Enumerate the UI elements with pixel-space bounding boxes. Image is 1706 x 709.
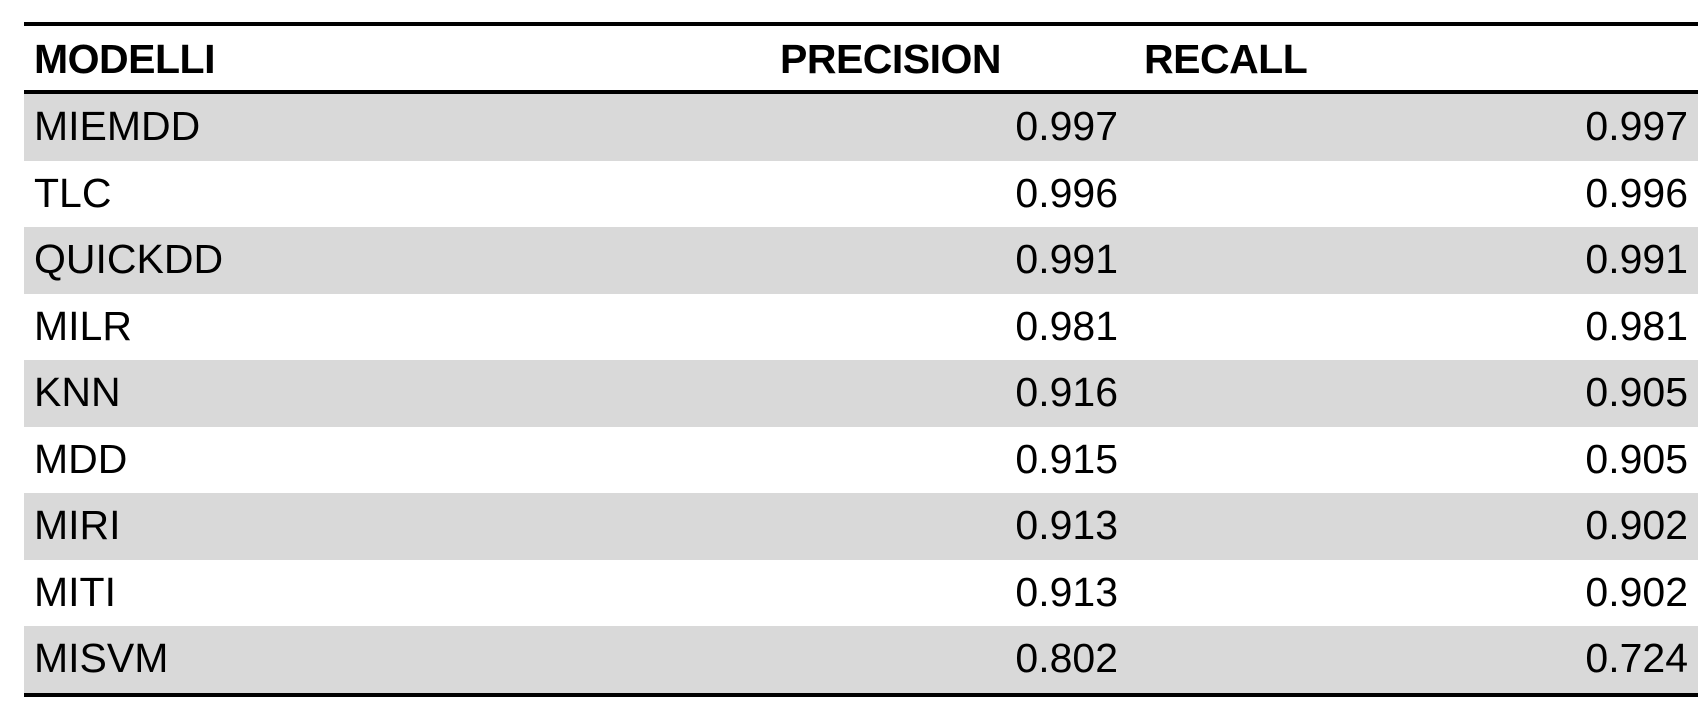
table-row: MIRI 0.913 0.902 [24, 493, 1698, 560]
cell-model: QUICKDD [34, 236, 224, 282]
cell-model: MDD [34, 435, 128, 482]
cell-precision: 0.802 [1015, 635, 1118, 681]
cell-precision: 0.916 [1015, 369, 1118, 415]
table-row: KNN 0.916 0.905 [24, 360, 1698, 427]
cell-model: MIRI [34, 502, 121, 548]
table-row: MILR 0.981 0.981 [24, 294, 1698, 361]
cell-model: TLC [34, 169, 112, 216]
cell-recall: 0.996 [1585, 169, 1688, 216]
table-row: TLC 0.996 0.996 [24, 161, 1698, 228]
table-header: MODELLI PRECISION RECALL [24, 26, 1698, 90]
results-table: MODELLI PRECISION RECALL MIEMDD 0.997 0.… [24, 22, 1698, 697]
header-precision: PRECISION [780, 36, 1002, 82]
table-top-rule [24, 22, 1698, 26]
cell-precision: 0.915 [1015, 435, 1118, 482]
table-bottom-rule [24, 692, 1698, 697]
cell-recall: 0.902 [1585, 502, 1688, 548]
header-recall: RECALL [1144, 36, 1308, 82]
cell-recall: 0.997 [1585, 103, 1688, 149]
table-header-rule [24, 90, 1698, 94]
cell-recall: 0.724 [1585, 635, 1688, 681]
table-row: MIEMDD 0.997 0.997 [24, 94, 1698, 161]
cell-precision: 0.991 [1015, 236, 1118, 282]
header-model: MODELLI [34, 36, 215, 82]
cell-precision: 0.996 [1015, 169, 1118, 216]
cell-model: KNN [34, 369, 121, 415]
table-row: MISVM 0.802 0.724 [24, 626, 1698, 693]
table-row: MITI 0.913 0.902 [24, 560, 1698, 627]
cell-model: MIEMDD [34, 103, 201, 149]
cell-model: MITI [34, 568, 116, 615]
cell-model: MILR [34, 302, 132, 349]
cell-precision: 0.997 [1015, 103, 1118, 149]
cell-recall: 0.902 [1585, 568, 1688, 615]
cell-precision: 0.913 [1015, 568, 1118, 615]
cell-recall: 0.905 [1585, 369, 1688, 415]
cell-precision: 0.913 [1015, 502, 1118, 548]
table-row: QUICKDD 0.991 0.991 [24, 227, 1698, 294]
cell-recall: 0.981 [1585, 302, 1688, 349]
cell-model: MISVM [34, 635, 169, 681]
table-row: MDD 0.915 0.905 [24, 427, 1698, 494]
cell-recall: 0.991 [1585, 236, 1688, 282]
cell-precision: 0.981 [1015, 302, 1118, 349]
cell-recall: 0.905 [1585, 435, 1688, 482]
